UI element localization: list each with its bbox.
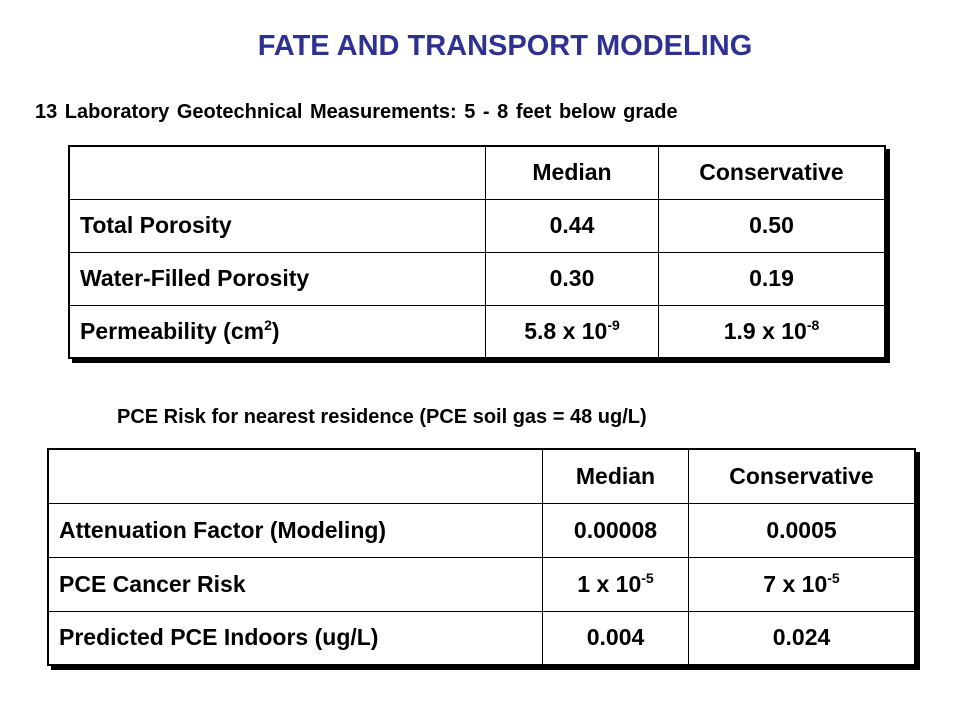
corner-cell <box>68 145 486 200</box>
superscript: -9 <box>607 316 620 333</box>
cell-value: 0.19 <box>658 251 886 306</box>
column-header: Conservative <box>658 145 886 200</box>
caption: PCE Risk for nearest residence (PCE soil… <box>117 406 647 428</box>
table-row: Water-Filled Porosity 0.30 0.19 <box>68 251 886 306</box>
row-label: Predicted PCE Indoors (ug/L) <box>47 610 543 666</box>
cell-text: 1 x 10 <box>577 570 642 597</box>
title: FATE AND TRANSPORT MODELING <box>257 30 753 62</box>
superscript: -5 <box>641 569 654 586</box>
table-row: Predicted PCE Indoors (ug/L) 0.004 0.024 <box>47 610 916 666</box>
cell-text: 7 x 10 <box>763 570 828 597</box>
cell-text: 1.9 x 10 <box>723 317 807 344</box>
column-header: Median <box>542 448 689 504</box>
cell-value: 1.9 x 10-8 <box>658 304 886 359</box>
cell-value: 0.024 <box>688 610 916 666</box>
cell-value: 7 x 10-5 <box>688 556 916 612</box>
table: Median Conservative Total Porosity 0.44 0.50… <box>68 145 886 359</box>
cell-value: 5.8 x 10-9 <box>485 304 659 359</box>
cell-text: ) <box>271 317 280 344</box>
cell-value: 0.44 <box>485 198 659 253</box>
cell-value: 1 x 10-5 <box>542 556 689 612</box>
superscript: 2 <box>264 316 272 333</box>
cell-text: Permeability (cm <box>80 317 265 344</box>
row-label: Attenuation Factor (Modeling) <box>47 502 543 558</box>
subtitle: 13 Laboratory Geotechnical Measurements:… <box>35 101 678 123</box>
column-header: Median <box>485 145 659 200</box>
row-label: Total Porosity <box>68 198 486 253</box>
cell-value: 0.004 <box>542 610 689 666</box>
cell-value: 0.30 <box>485 251 659 306</box>
row-label: PCE Cancer Risk <box>47 556 543 612</box>
header-row: Median Conservative <box>68 145 886 200</box>
cell-value: 0.0005 <box>688 502 916 558</box>
table-row: Permeability (cm2) 5.8 x 10-9 1.9 x 10-8 <box>68 304 886 359</box>
row-label: Permeability (cm2) <box>68 304 486 359</box>
row-label: Water-Filled Porosity <box>68 251 486 306</box>
column-header: Conservative <box>688 448 916 504</box>
table: Median Conservative Attenuation Factor (Mo… <box>47 448 916 666</box>
cell-value: 0.00008 <box>542 502 689 558</box>
cell-value: 0.50 <box>658 198 886 253</box>
superscript: -8 <box>806 316 820 333</box>
table-row: Attenuation Factor (Modeling) 0.00008 0.00… <box>47 502 916 558</box>
header-row: Median Conservative <box>47 448 916 504</box>
table-row: PCE Cancer Risk 1 x 10-5 7 x 10-5 <box>47 556 916 612</box>
cell-text: 5.8 x 10 <box>524 317 608 344</box>
superscript: -5 <box>827 569 840 586</box>
table-row: Total Porosity 0.44 0.50 <box>68 198 886 253</box>
corner-cell <box>47 448 543 504</box>
